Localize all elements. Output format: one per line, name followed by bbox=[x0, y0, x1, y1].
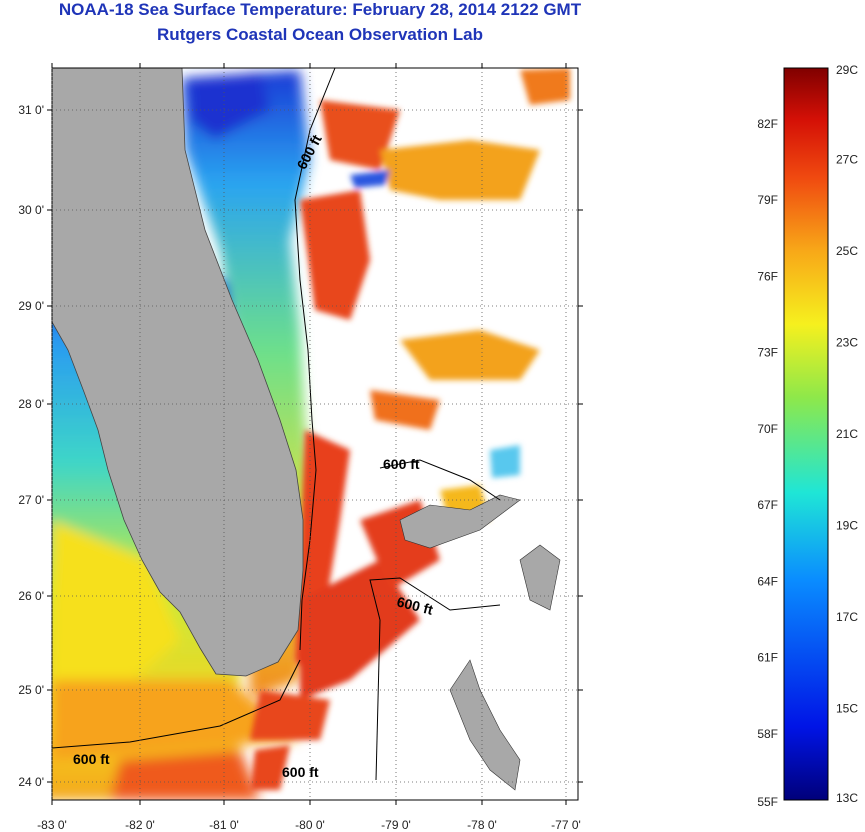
colorbar-celsius-label: 21C bbox=[836, 427, 858, 441]
axis-labels: 31 0' 30 0' 29 0' 28 0' 27 0' 26 0' 25 0' 24 0'… bbox=[18, 103, 580, 832]
colorbar-fahrenheit-label: 61F bbox=[757, 651, 778, 665]
latitude-label: 26 0' bbox=[18, 589, 44, 603]
graticule bbox=[47, 63, 583, 805]
latitude-label: 29 0' bbox=[18, 299, 44, 313]
map-title: NOAA-18 Sea Surface Temperature: Februar… bbox=[58, 0, 582, 19]
colorbar-celsius-label: 29C bbox=[836, 63, 858, 77]
colorbar-fahrenheit-label: 70F bbox=[757, 422, 778, 436]
latitude-label: 27 0' bbox=[18, 493, 44, 507]
longitude-label: -77 0' bbox=[551, 818, 581, 832]
florida-land bbox=[52, 68, 304, 677]
colorbar-celsius-label: 27C bbox=[836, 153, 858, 167]
longitude-label: -78 0' bbox=[467, 818, 497, 832]
colorbar-celsius-label: 25C bbox=[836, 244, 858, 258]
colorbar-celsius-label: 15C bbox=[836, 702, 858, 716]
latitude-label: 28 0' bbox=[18, 397, 44, 411]
colorbar-fahrenheit-label: 73F bbox=[757, 346, 778, 360]
longitude-label: -80 0' bbox=[295, 818, 325, 832]
latitude-label: 24 0' bbox=[18, 775, 44, 789]
latitude-label: 30 0' bbox=[18, 203, 44, 217]
colorbar-celsius-label: 17C bbox=[836, 610, 858, 624]
bahamas-land bbox=[399, 494, 561, 791]
colorbar-celsius-label: 19C bbox=[836, 519, 858, 533]
contour-label: 600 ft bbox=[73, 751, 110, 767]
colorbar-fahrenheit-label: 76F bbox=[757, 269, 778, 283]
colorbar-celsius-label: 13C bbox=[836, 791, 858, 805]
contour-label: 600 ft bbox=[282, 764, 319, 780]
longitude-label: -83 0' bbox=[37, 818, 67, 832]
colorbar bbox=[783, 67, 829, 801]
colorbar-fahrenheit-label: 64F bbox=[757, 574, 778, 588]
latitude-label: 25 0' bbox=[18, 683, 44, 697]
colorbar-fahrenheit-label: 58F bbox=[757, 727, 778, 741]
map-subtitle: Rutgers Coastal Ocean Observation Lab bbox=[157, 25, 483, 44]
colorbar-fahrenheit-label: 55F bbox=[757, 795, 778, 809]
longitude-label: -79 0' bbox=[381, 818, 411, 832]
map-frame bbox=[51, 67, 579, 801]
colorbar-labels: 29C 27C 25C 23C 21C 19C 17C 15C 13C 82F 79F 76F 73F 7… bbox=[757, 63, 858, 809]
colorbar-fahrenheit-label: 82F bbox=[757, 117, 778, 131]
latitude-label: 31 0' bbox=[18, 103, 44, 117]
gulf-stream-warm bbox=[250, 68, 570, 790]
colorbar-fahrenheit-label: 67F bbox=[757, 498, 778, 512]
longitude-label: -82 0' bbox=[125, 818, 155, 832]
colorbar-celsius-label: 23C bbox=[836, 336, 858, 350]
sst-field bbox=[52, 68, 570, 800]
colorbar-fahrenheit-label: 79F bbox=[757, 193, 778, 207]
longitude-label: -81 0' bbox=[209, 818, 239, 832]
contour-label: 600 ft bbox=[383, 456, 420, 472]
